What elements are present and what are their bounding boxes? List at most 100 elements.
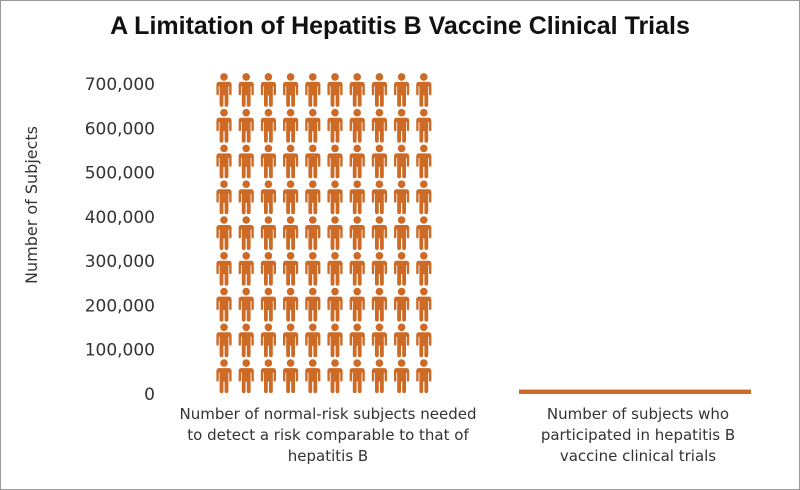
person-icon	[238, 144, 254, 179]
person-icon	[416, 216, 432, 250]
bar-pictogram-normal-risk	[216, 73, 432, 394]
person-icon	[260, 323, 276, 358]
person-icon	[394, 323, 410, 358]
y-tick-label: 300,000	[85, 252, 155, 272]
person-icon	[327, 73, 343, 107]
person-icon	[416, 323, 432, 358]
person-icon	[394, 144, 410, 179]
person-icon	[371, 144, 387, 179]
person-icon	[327, 216, 343, 250]
person-icon	[327, 359, 343, 394]
person-icon	[283, 287, 299, 322]
person-icon	[371, 323, 387, 358]
person-icon	[394, 287, 410, 322]
chart-title: A Limitation of Hepatitis B Vaccine Clin…	[110, 12, 690, 40]
person-icon	[394, 180, 410, 215]
person-icon	[216, 287, 232, 322]
person-icon	[371, 180, 387, 215]
bar-clinical-trials	[519, 389, 751, 394]
person-icon	[216, 216, 232, 250]
person-icon	[238, 73, 254, 107]
person-icon	[238, 287, 254, 322]
person-icon	[371, 359, 387, 394]
person-icon	[349, 252, 365, 286]
y-tick-label: 100,000	[85, 341, 155, 361]
person-icon	[305, 287, 321, 322]
person-icon	[260, 287, 276, 322]
person-icon	[305, 108, 321, 143]
person-icon	[305, 323, 321, 358]
person-icon	[371, 252, 387, 286]
person-icon	[327, 287, 343, 322]
person-icon	[305, 144, 321, 179]
person-icon	[349, 359, 365, 394]
x-category-label-1: Number of normal-risk subjects needed to…	[179, 405, 477, 465]
person-icon	[260, 216, 276, 250]
person-icon	[260, 73, 276, 107]
person-icon	[349, 180, 365, 215]
y-tick-label: 500,000	[85, 164, 155, 184]
person-icon	[416, 180, 432, 215]
person-icon	[416, 359, 432, 394]
person-icon	[283, 359, 299, 394]
person-icon	[238, 108, 254, 143]
person-icon	[260, 359, 276, 394]
person-icon	[283, 73, 299, 107]
person-icon	[238, 323, 254, 358]
person-icon	[327, 252, 343, 286]
person-icon	[371, 287, 387, 322]
person-icon	[216, 323, 232, 358]
person-icon	[238, 252, 254, 286]
y-tick-label: 0	[144, 385, 155, 405]
y-tick-label: 700,000	[85, 75, 155, 95]
person-icon	[238, 180, 254, 215]
person-icon	[216, 359, 232, 394]
person-icon	[238, 359, 254, 394]
person-icon	[416, 108, 432, 143]
person-icon	[394, 216, 410, 250]
person-icon	[283, 108, 299, 143]
person-icon	[305, 73, 321, 107]
person-icon	[371, 108, 387, 143]
person-icon	[283, 252, 299, 286]
person-icon	[283, 180, 299, 215]
person-icon	[349, 287, 365, 322]
person-icon	[327, 180, 343, 215]
x-category-label-2: Number of subjects who participated in h…	[540, 405, 736, 465]
person-icon	[327, 144, 343, 179]
person-icon	[416, 287, 432, 322]
person-icon	[416, 73, 432, 107]
person-icon	[416, 144, 432, 179]
person-icon	[260, 108, 276, 143]
person-icon	[216, 108, 232, 143]
person-icon	[238, 216, 254, 250]
person-icon	[349, 323, 365, 358]
person-icon	[327, 323, 343, 358]
person-icon	[305, 180, 321, 215]
person-icon	[371, 73, 387, 107]
person-icon	[283, 323, 299, 358]
person-icon	[283, 144, 299, 179]
person-icon	[283, 216, 299, 250]
person-icon	[394, 108, 410, 143]
person-icon	[305, 359, 321, 394]
person-icon	[394, 359, 410, 394]
person-icon	[305, 252, 321, 286]
person-icon	[260, 252, 276, 286]
person-icon	[371, 216, 387, 250]
person-icon	[349, 108, 365, 143]
person-icon	[394, 73, 410, 107]
person-icon	[327, 108, 343, 143]
person-icon	[216, 180, 232, 215]
person-icon	[349, 73, 365, 107]
person-icon	[216, 144, 232, 179]
y-tick-label: 400,000	[85, 208, 155, 228]
person-icon	[416, 252, 432, 286]
person-icon	[394, 252, 410, 286]
y-axis-label: Number of Subjects	[22, 126, 41, 284]
person-icon	[260, 180, 276, 215]
y-tick-label: 200,000	[85, 296, 155, 316]
person-icon	[260, 144, 276, 179]
y-tick-label: 600,000	[85, 119, 155, 139]
